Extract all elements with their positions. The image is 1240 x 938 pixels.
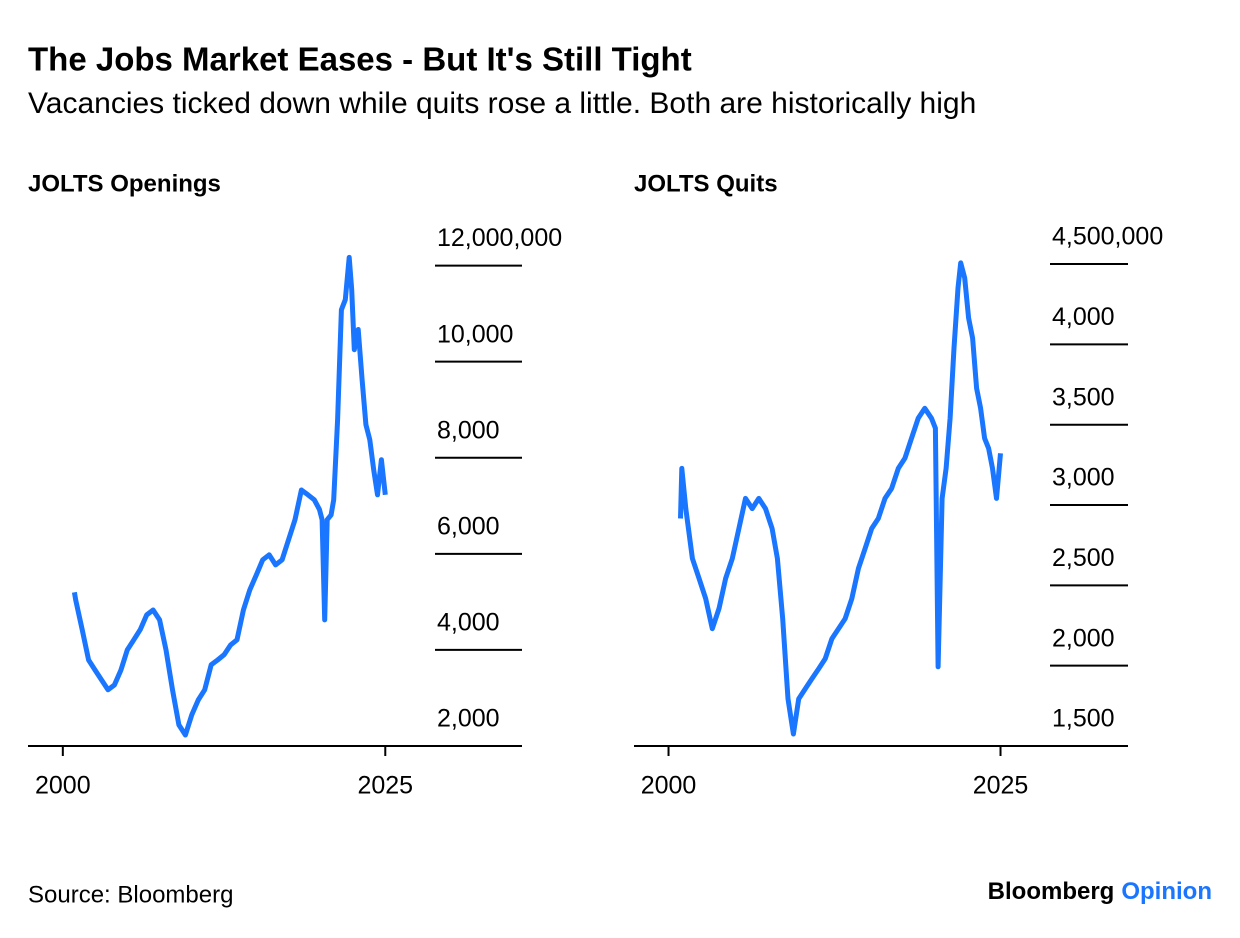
- y-tick-label: 3,500: [1052, 383, 1115, 411]
- x-tick-label: 2025: [973, 772, 1029, 800]
- chart-title: The Jobs Market Eases - But It's Still T…: [28, 41, 692, 78]
- panel-title: JOLTS Openings: [28, 170, 221, 197]
- y-tick-label: 2,500: [1052, 544, 1115, 572]
- x-tick-label: 2025: [357, 772, 413, 800]
- panel-title: JOLTS Quits: [634, 170, 778, 197]
- data-line: [678, 260, 1003, 737]
- y-tick-label: 4,000: [1052, 303, 1115, 331]
- y-tick-label: 10,000: [437, 320, 513, 348]
- x-tick-label: 2000: [35, 772, 91, 800]
- y-tick-label: 2,000: [437, 705, 500, 733]
- y-tick-label: 2,000: [1052, 624, 1115, 652]
- y-tick-label: 6,000: [437, 512, 500, 540]
- x-tick-label: 2000: [641, 772, 697, 800]
- brand-name: Bloomberg: [988, 878, 1115, 905]
- brand: Bloomberg Opinion: [988, 878, 1212, 905]
- y-tick-label: 3,000: [1052, 464, 1115, 492]
- y-tick-label: 12,000,000: [437, 224, 562, 252]
- source: Source: Bloomberg: [28, 881, 233, 908]
- y-tick-label: 4,000: [437, 609, 500, 637]
- y-tick-label: 4,500,000: [1052, 223, 1163, 251]
- data-line: [71, 254, 388, 738]
- brand-section: Opinion: [1121, 878, 1212, 905]
- chart-subtitle: Vacancies ticked down while quits rose a…: [28, 87, 976, 120]
- y-tick-label: 1,500: [1052, 705, 1115, 733]
- y-tick-label: 8,000: [437, 416, 500, 444]
